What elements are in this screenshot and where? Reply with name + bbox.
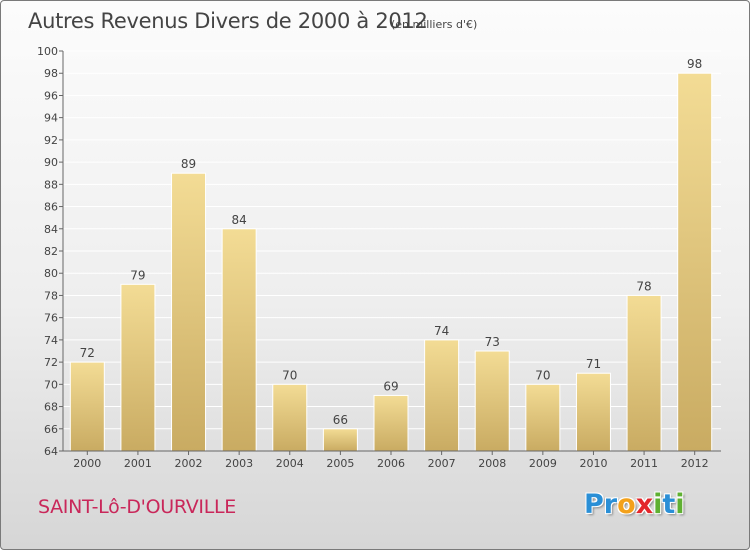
commune-name: SAINT-Lô-D'OURVILLE bbox=[38, 496, 236, 518]
data-label-2011: 78 bbox=[636, 279, 651, 293]
y-tick-label: 74 bbox=[44, 334, 58, 347]
logo-letter: r bbox=[603, 489, 618, 520]
bar-2004 bbox=[272, 383, 308, 452]
y-tick-label: 100 bbox=[37, 45, 58, 58]
data-label-2010: 71 bbox=[586, 357, 601, 371]
x-tick-label-2001: 2001 bbox=[124, 457, 152, 470]
bar-2008 bbox=[474, 350, 510, 452]
chart-title: Autres Revenus Divers de 2000 à 2012 bbox=[28, 9, 428, 33]
bar-2012 bbox=[677, 72, 713, 452]
bar-2002 bbox=[171, 172, 207, 452]
bar-2007 bbox=[424, 339, 460, 452]
data-label-2007: 74 bbox=[434, 324, 449, 338]
x-tick-label-2007: 2007 bbox=[428, 457, 456, 470]
x-tick-label-2002: 2002 bbox=[175, 457, 203, 470]
logo-letter: i bbox=[653, 489, 663, 520]
x-tick-label-2003: 2003 bbox=[225, 457, 253, 470]
x-tick-label-2005: 2005 bbox=[326, 457, 354, 470]
bar-2009 bbox=[525, 383, 561, 452]
logo-letter: P bbox=[584, 489, 604, 520]
y-tick-label: 86 bbox=[44, 201, 58, 214]
bars bbox=[69, 72, 713, 452]
bar-2001 bbox=[120, 283, 156, 452]
y-tick-label: 82 bbox=[44, 245, 58, 258]
chart-subtitle: (en milliers d'€) bbox=[391, 18, 478, 31]
y-tick-label: 88 bbox=[44, 178, 58, 191]
x-tick-label-2006: 2006 bbox=[377, 457, 405, 470]
y-tick-label: 94 bbox=[44, 112, 58, 125]
data-label-2009: 70 bbox=[535, 368, 550, 382]
x-tick-label-2011: 2011 bbox=[630, 457, 658, 470]
data-label-2008: 73 bbox=[485, 335, 500, 349]
data-label-2000: 72 bbox=[80, 346, 95, 360]
y-tick-label: 76 bbox=[44, 312, 58, 325]
data-labels: 72 79 89 84 70 66 69 74 73 70 71 78 98 bbox=[80, 57, 703, 427]
y-axis: 64 66 68 70 72 74 76 78 80 82 84 86 88 90 92 94 96 98 100 bbox=[37, 45, 64, 458]
y-tick-label: 66 bbox=[44, 423, 58, 436]
y-tick-label: 70 bbox=[44, 378, 58, 391]
logo-letter: o bbox=[617, 489, 636, 520]
y-tick-label: 96 bbox=[44, 89, 58, 102]
bar-2000 bbox=[69, 361, 105, 452]
y-tick-label: 80 bbox=[44, 267, 58, 280]
y-tick-label: 64 bbox=[44, 445, 58, 458]
data-label-2006: 69 bbox=[383, 379, 398, 393]
data-label-2002: 89 bbox=[181, 157, 196, 171]
proxiti-logo[interactable]: Proxiti bbox=[584, 489, 685, 520]
x-tick-label-2004: 2004 bbox=[276, 457, 304, 470]
y-tick-label: 98 bbox=[44, 67, 58, 80]
bar-2006 bbox=[373, 394, 409, 452]
data-label-2012: 98 bbox=[687, 57, 702, 71]
bar-2011 bbox=[626, 294, 662, 452]
y-tick-label: 68 bbox=[44, 401, 58, 414]
y-tick-label: 78 bbox=[44, 289, 58, 302]
bar-2010 bbox=[575, 372, 611, 452]
x-axis: 2000 2001 2002 2003 2004 2005 2006 2007 2008 2009… bbox=[63, 450, 721, 470]
logo-letter: x bbox=[635, 489, 654, 520]
bar-2003 bbox=[221, 228, 257, 452]
data-label-2005: 66 bbox=[333, 413, 348, 427]
y-tick-label: 90 bbox=[44, 156, 58, 169]
data-label-2003: 84 bbox=[232, 213, 247, 227]
data-label-2004: 70 bbox=[282, 368, 297, 382]
x-tick-label-2012: 2012 bbox=[681, 457, 709, 470]
y-tick-label: 92 bbox=[44, 134, 58, 147]
y-tick-label: 84 bbox=[44, 223, 58, 236]
y-tick-label: 72 bbox=[44, 356, 58, 369]
logo-letter: i bbox=[675, 489, 685, 520]
x-tick-label-2000: 2000 bbox=[73, 457, 101, 470]
x-tick-label-2008: 2008 bbox=[478, 457, 506, 470]
data-label-2001: 79 bbox=[130, 268, 145, 282]
x-tick-label-2010: 2010 bbox=[579, 457, 607, 470]
bar-2005 bbox=[322, 428, 358, 452]
logo-letter: t bbox=[662, 489, 676, 520]
x-tick-label-2009: 2009 bbox=[529, 457, 557, 470]
